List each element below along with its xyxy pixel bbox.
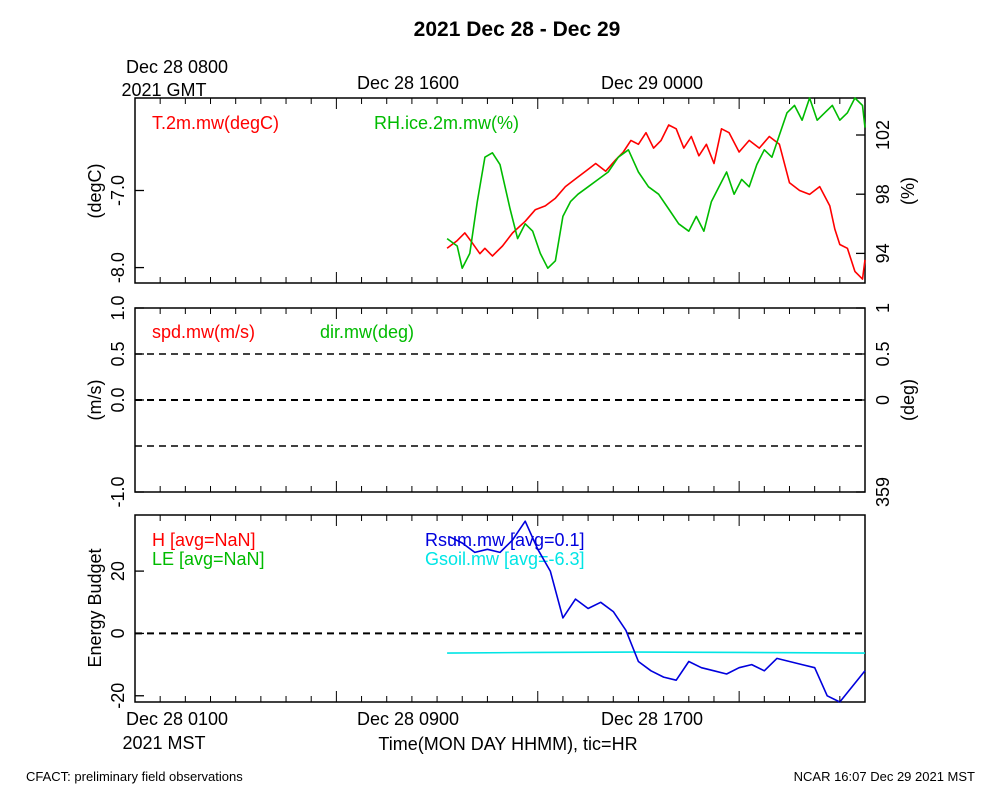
y-tick-label: 1.0 xyxy=(108,295,128,320)
y-tick-label: 0.5 xyxy=(108,341,128,366)
footer-left: CFACT: preliminary field observations xyxy=(26,769,243,784)
temperature-rh-panel: T.2m.mw(degC) RH.ice.2m.mw(%) (degC) (%)… xyxy=(85,97,918,284)
legend-rh: RH.ice.2m.mw(%) xyxy=(374,113,519,133)
legend-le: LE [avg=NaN] xyxy=(152,549,265,569)
y-tick-label: 1 xyxy=(873,303,893,313)
series-line-rh xyxy=(446,97,866,270)
panel2-right-axis-label: (deg) xyxy=(898,379,918,421)
series-line-t2m xyxy=(446,124,866,280)
legend-t2m: T.2m.mw(degC) xyxy=(152,113,279,133)
panel3-left-ticks: -20 0 20 xyxy=(108,561,144,709)
legend-dir: dir.mw(deg) xyxy=(320,322,414,342)
panel2-reference-lines xyxy=(135,353,865,447)
bottom-axis-first-label: Dec 28 0100 xyxy=(126,709,228,729)
y-tick-label: 98 xyxy=(873,184,893,204)
bottom-axis-label: Dec 28 1700 xyxy=(601,709,703,729)
y-tick-label: -20 xyxy=(108,683,128,709)
wind-panel: spd.mw(m/s) dir.mw(deg) (m/s) (deg) -1.0… xyxy=(85,295,918,507)
legend-spd: spd.mw(m/s) xyxy=(152,322,255,342)
footer-right: NCAR 16:07 Dec 29 2021 MST xyxy=(794,769,975,784)
panel1-series xyxy=(446,97,866,280)
panel1-right-ticks: 94 98 102 xyxy=(856,120,893,263)
top-axis-first-label-year: 2021 GMT xyxy=(121,80,206,100)
top-axis-label: Dec 28 1600 xyxy=(357,73,459,93)
panel2-left-axis-label: (m/s) xyxy=(85,380,105,421)
x-axis-ticks xyxy=(159,98,841,702)
top-axis-first-label: Dec 28 0800 xyxy=(126,57,228,77)
y-tick-label: 20 xyxy=(108,561,128,581)
energy-budget-panel: H [avg=NaN] LE [avg=NaN] Rsum.mw [avg=0.… xyxy=(85,514,866,709)
y-tick-label: 359 xyxy=(873,477,893,507)
y-tick-label: -8.0 xyxy=(108,252,128,283)
panel1-right-axis-label: (%) xyxy=(898,177,918,205)
series-line-gsoil xyxy=(447,651,866,654)
y-tick-label: 0.0 xyxy=(108,387,128,412)
y-tick-label: 0 xyxy=(873,395,893,405)
legend-gsoil: Gsoil.mw [avg=-6.3] xyxy=(425,549,585,569)
top-axis-label: Dec 29 0000 xyxy=(601,73,703,93)
legend-h: H [avg=NaN] xyxy=(152,530,256,550)
panel1-left-axis-label: (degC) xyxy=(85,163,105,218)
y-tick-label: 94 xyxy=(873,243,893,263)
y-tick-label: 0 xyxy=(108,628,128,638)
bottom-axis-first-label-year: 2021 MST xyxy=(122,733,205,753)
panel2-right-ticks: 359 0 0.5 1 xyxy=(856,303,893,507)
panel3-left-axis-label: Energy Budget xyxy=(85,548,105,667)
panel3-frame xyxy=(134,514,866,703)
chart-title: 2021 Dec 28 - Dec 29 xyxy=(414,18,621,41)
panel2-left-ticks: -1.0 0.0 0.5 1.0 xyxy=(108,295,144,508)
series-line-rsum xyxy=(449,520,866,703)
y-tick-label: -7.0 xyxy=(108,175,128,206)
bottom-axis-label: Dec 28 0900 xyxy=(357,709,459,729)
y-tick-label: -1.0 xyxy=(108,476,128,507)
y-tick-label: 0.5 xyxy=(873,341,893,366)
panel3-series xyxy=(447,520,866,703)
panel1-left-ticks: -8.0 -7.0 xyxy=(108,175,144,283)
x-axis-title: Time(MON DAY HHMM), tic=HR xyxy=(378,734,637,754)
y-tick-label: 102 xyxy=(873,120,893,150)
